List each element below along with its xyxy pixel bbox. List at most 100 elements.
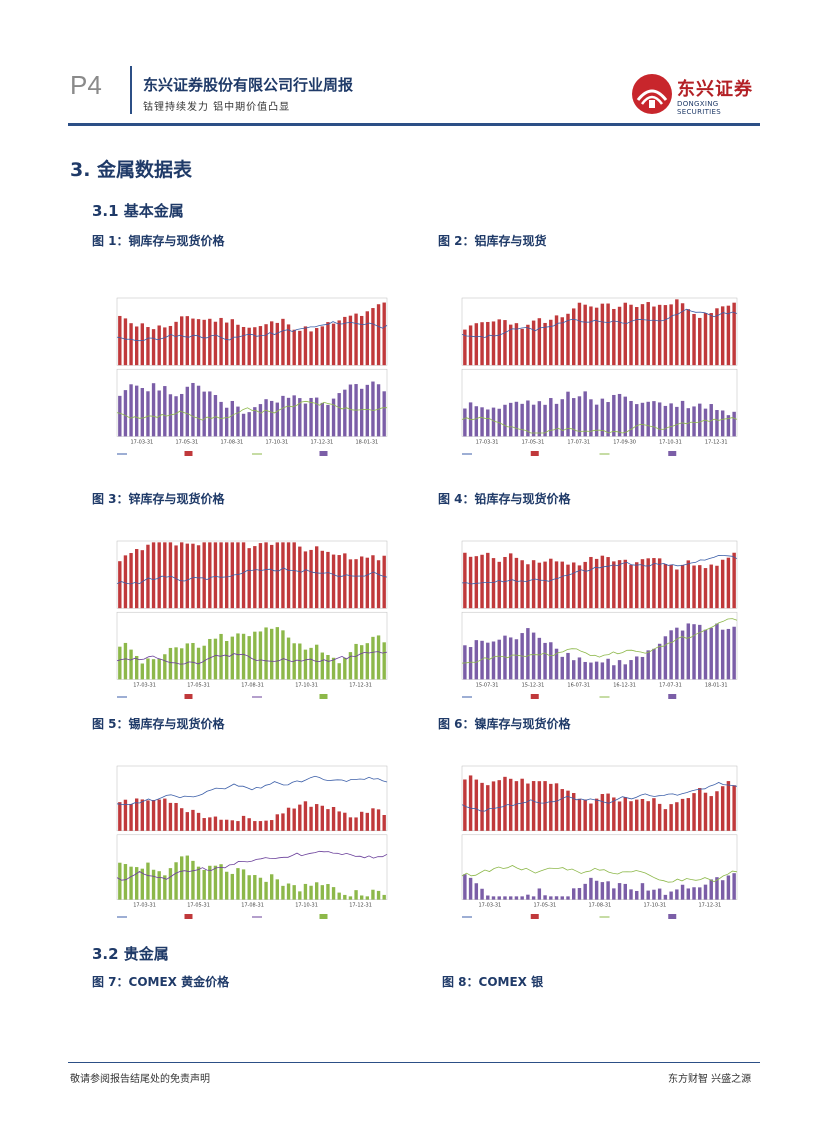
inventory-bar [174, 545, 178, 609]
inventory-bar [543, 404, 547, 437]
inventory-bar [646, 302, 650, 366]
inventory-bar [572, 660, 576, 680]
inventory-bar [241, 326, 246, 366]
inventory-bar [486, 552, 490, 609]
price-line [461, 554, 738, 585]
x-tick-label: 17-05-31 [176, 439, 199, 445]
inventory-bar [281, 542, 285, 609]
inventory-bar [669, 630, 673, 680]
inventory-bar [617, 660, 622, 680]
inventory-bar [275, 542, 279, 609]
inventory-bar [486, 642, 490, 680]
inventory-bar [348, 652, 353, 680]
inventory-bar [303, 326, 308, 366]
inventory-bar [326, 655, 330, 680]
dongxing-logo: 东兴证券 DONGXING SECURITIES [632, 72, 762, 116]
inventory-bar [202, 818, 206, 831]
inventory-bar [382, 302, 386, 366]
inventory-bar [354, 313, 358, 366]
inventory-bar [309, 549, 313, 609]
inventory-bar [185, 855, 189, 900]
inventory-bar [157, 871, 161, 900]
inventory-bar [549, 642, 553, 680]
inventory-bar [577, 565, 582, 609]
inventory-bar [365, 311, 369, 366]
inventory-bar [686, 798, 691, 831]
inventory-bar [606, 557, 610, 609]
inventory-bar [354, 817, 358, 831]
inventory-bar [560, 656, 564, 680]
legend-swatch [530, 914, 539, 919]
x-tick-label: 17-03-31 [476, 439, 499, 445]
inventory-bar [640, 883, 645, 900]
inventory-bar [652, 558, 656, 609]
inventory-bar [463, 645, 467, 680]
inventory-bar [468, 877, 473, 900]
inventory-bar [692, 793, 696, 831]
inventory-bar [503, 635, 507, 680]
inventory-bar [583, 883, 587, 900]
inventory-bar [247, 636, 251, 680]
inventory-bar [191, 382, 195, 437]
inventory-bar [168, 647, 173, 680]
inventory-bar [520, 328, 524, 366]
inventory-bar [583, 391, 587, 437]
inventory-bar [531, 320, 536, 366]
inventory-bar [554, 561, 559, 609]
legend-swatch [530, 694, 539, 699]
inventory-bar [669, 304, 673, 366]
inventory-bar [225, 641, 229, 680]
inventory-bar [480, 407, 484, 437]
chart-lead: 15-07-31 15-12-31 16-07-31 16-12-31 17-07-31… [440, 533, 765, 703]
inventory-bar [686, 309, 691, 366]
inventory-bar [196, 385, 201, 437]
inventory-bar [343, 389, 347, 437]
inventory-bar [669, 564, 673, 609]
x-tick-label: 17-03-31 [133, 682, 156, 688]
inventory-bar [331, 554, 336, 609]
inventory-bar [303, 551, 308, 609]
inventory-bar [247, 548, 251, 609]
inventory-bar [463, 329, 467, 366]
inventory-bar [202, 645, 206, 680]
inventory-bar [382, 642, 386, 680]
inventory-bar [572, 308, 576, 366]
x-tick-label: 17-12-31 [349, 682, 372, 688]
inventory-bar [709, 564, 713, 609]
legend-swatch [530, 451, 539, 456]
top-panel-frame [461, 540, 738, 609]
inventory-bar [531, 632, 536, 680]
inventory-bar [123, 318, 128, 366]
inventory-bar [365, 384, 369, 437]
inventory-bar [258, 877, 263, 900]
inventory-bar [118, 561, 122, 609]
inventory-bar [118, 802, 122, 831]
inventory-bar [275, 879, 279, 900]
inventory-bar [491, 641, 496, 680]
inventory-bar [669, 891, 673, 900]
inventory-bar [146, 800, 150, 831]
inventory-bar [275, 322, 279, 366]
inventory-bar [623, 559, 627, 609]
inventory-bar [354, 643, 358, 680]
inventory-bar [371, 889, 375, 900]
inventory-bar [703, 568, 708, 609]
inventory-bar [508, 778, 513, 831]
inventory-bar [577, 657, 582, 680]
inventory-bar [270, 820, 274, 831]
inventory-bar [151, 383, 156, 437]
price-line [461, 416, 738, 434]
inventory-bar [468, 647, 473, 680]
inventory-bar [174, 396, 178, 437]
inventory-bar [151, 659, 156, 680]
inventory-bar [543, 895, 547, 900]
inventory-bar [635, 307, 639, 366]
inventory-bar [720, 410, 725, 437]
inventory-bar [486, 409, 490, 437]
inventory-bar [486, 321, 490, 366]
inventory-bar [583, 799, 587, 831]
inventory-bar [692, 565, 696, 609]
inventory-bar [298, 546, 302, 609]
inventory-bar [583, 304, 587, 366]
inventory-bar [129, 803, 133, 831]
